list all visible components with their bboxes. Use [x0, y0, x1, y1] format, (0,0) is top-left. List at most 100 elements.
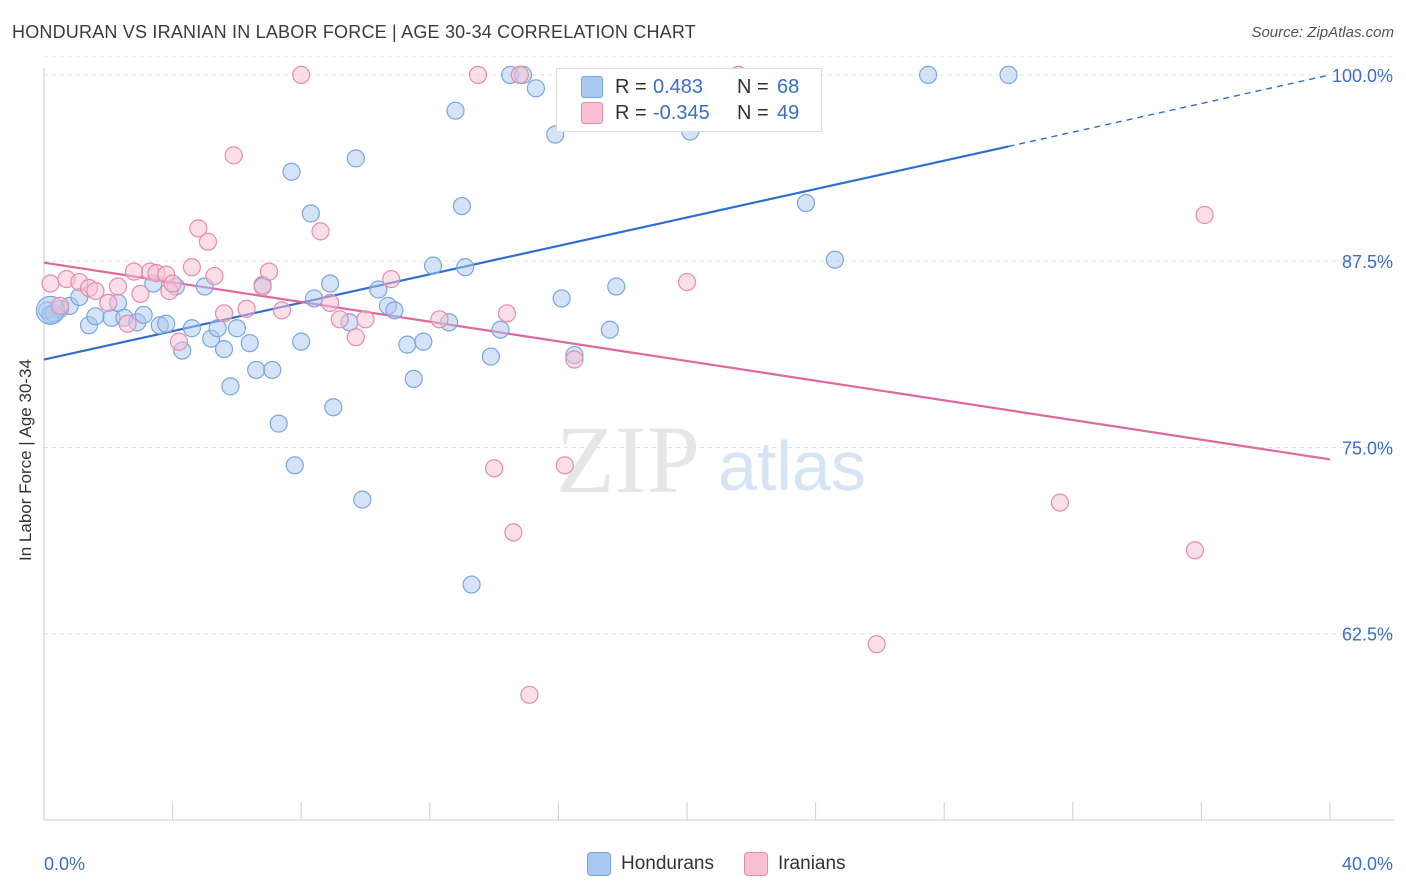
- hondurans-point: [552, 289, 571, 308]
- iranians-point: [321, 293, 340, 313]
- hondurans-point: [796, 193, 816, 213]
- r-value: -0.345: [653, 101, 710, 124]
- legend-swatch-hondurans: [581, 76, 603, 98]
- hondurans-point: [999, 65, 1018, 85]
- iranians-point: [182, 258, 201, 277]
- iranians-point: [41, 274, 60, 293]
- iranians-point: [50, 296, 70, 315]
- legend-swatch-hondurans: [587, 852, 611, 876]
- hondurans-point: [414, 332, 433, 351]
- hondurans-point: [321, 274, 340, 293]
- hondurans-point: [462, 575, 481, 594]
- iranians-point: [131, 284, 150, 304]
- chart-title: HONDURAN VS IRANIAN IN LABOR FORCE | AGE…: [12, 22, 696, 42]
- iranians-point: [356, 310, 375, 329]
- hondurans-point: [263, 360, 282, 380]
- legend-row-iranians: R = -0.345 N = 49: [581, 100, 799, 126]
- tick-labels: 62.5% 75.0% 87.5% 100.0% 0.0% 40.0%: [44, 66, 1393, 874]
- iranians-point: [99, 293, 118, 313]
- hondurans-point: [240, 334, 259, 353]
- x-tick-label: 40.0%: [1342, 854, 1393, 874]
- iranians-point: [86, 281, 105, 301]
- iranians-point: [504, 523, 523, 542]
- n-value: 49: [777, 101, 800, 124]
- iranians-point: [485, 459, 504, 478]
- source-label: Source: ZipAtlas.com: [1251, 24, 1394, 41]
- hondurans-point: [221, 377, 240, 396]
- iranians-point: [189, 219, 208, 238]
- trend-lines: [43, 74, 1331, 461]
- watermark-atlas: atlas: [718, 427, 866, 505]
- legend-label-hondurans: Hondurans: [621, 853, 714, 874]
- iranians-point: [1185, 541, 1205, 560]
- hondurans-point: [134, 305, 153, 324]
- hondurans-point: [385, 301, 404, 320]
- iranians-point: [205, 266, 224, 286]
- iranians-point: [118, 314, 137, 333]
- iranians-point: [311, 222, 330, 241]
- y-tick-label: 62.5%: [1342, 625, 1393, 645]
- n-label: N =: [737, 75, 769, 98]
- iranians-point: [510, 65, 529, 85]
- iranians-point: [259, 262, 279, 281]
- r-value: 0.483: [653, 75, 704, 98]
- iranians-point: [108, 277, 128, 296]
- series-legend: Hondurans Iranians: [587, 852, 876, 876]
- legend-swatch-iranians: [743, 852, 768, 876]
- hondurans-point: [182, 319, 201, 338]
- hondurans-point: [227, 319, 246, 338]
- hondurans-point: [452, 196, 472, 216]
- hondurans-point: [919, 65, 938, 85]
- iranians-point: [430, 310, 449, 329]
- hondurans-point: [369, 280, 388, 299]
- iranians-point: [292, 65, 311, 85]
- legend-label-iranians: Iranians: [777, 853, 846, 874]
- hondurans-point: [247, 360, 266, 380]
- hondurans-point: [269, 414, 288, 433]
- hondurans-point: [446, 101, 465, 120]
- hondurans-point: [292, 332, 311, 351]
- hondurans-point: [214, 339, 234, 359]
- legend-item-iranians[interactable]: Iranians: [743, 852, 846, 876]
- hondurans-point: [404, 369, 423, 389]
- correlation-legend: R = 0.483 N = 68 R = -0.345 N = 49: [556, 68, 822, 132]
- y-tick-label: 75.0%: [1342, 438, 1393, 458]
- hondurans-point: [301, 204, 320, 223]
- y-tick-label: 87.5%: [1342, 252, 1393, 272]
- hondurans-point: [346, 149, 365, 168]
- axes: [43, 68, 1394, 821]
- r-label: R =: [615, 101, 647, 124]
- iranians-point: [1050, 493, 1070, 512]
- hondurans-trend-extension: [1008, 74, 1331, 148]
- iranians-point: [555, 456, 574, 475]
- iranians-point: [346, 328, 365, 347]
- n-value: 68: [777, 75, 800, 98]
- iranians-point: [677, 272, 697, 292]
- hondurans-trend-line: [43, 145, 1009, 361]
- data-points: [35, 65, 1214, 704]
- watermark-zip: ZIP: [556, 406, 700, 513]
- hondurans-point: [456, 258, 475, 277]
- hondurans-point: [825, 250, 844, 269]
- hondurans-point: [282, 162, 301, 181]
- hondurans-point: [353, 490, 372, 509]
- watermark: ZIP atlas: [556, 406, 866, 513]
- y-axis-label: In Labor Force | Age 30-34: [16, 359, 35, 561]
- hondurans-point: [86, 307, 105, 326]
- hondurans-point: [304, 289, 324, 308]
- iranians-point: [468, 65, 488, 85]
- iranians-point: [214, 304, 234, 323]
- legend-item-hondurans[interactable]: Hondurans: [587, 852, 714, 876]
- hondurans-point: [600, 320, 619, 339]
- iranians-point: [867, 635, 886, 654]
- hondurans-point: [157, 314, 176, 333]
- legend-row-hondurans: R = 0.483 N = 68: [581, 74, 799, 100]
- iranians-point: [169, 332, 189, 351]
- iranians-point: [163, 274, 182, 293]
- hondurans-point: [423, 256, 443, 275]
- n-label: N =: [737, 101, 769, 124]
- iranians-point: [198, 232, 218, 251]
- hondurans-point: [324, 398, 343, 417]
- iranians-trend-line: [43, 261, 1331, 461]
